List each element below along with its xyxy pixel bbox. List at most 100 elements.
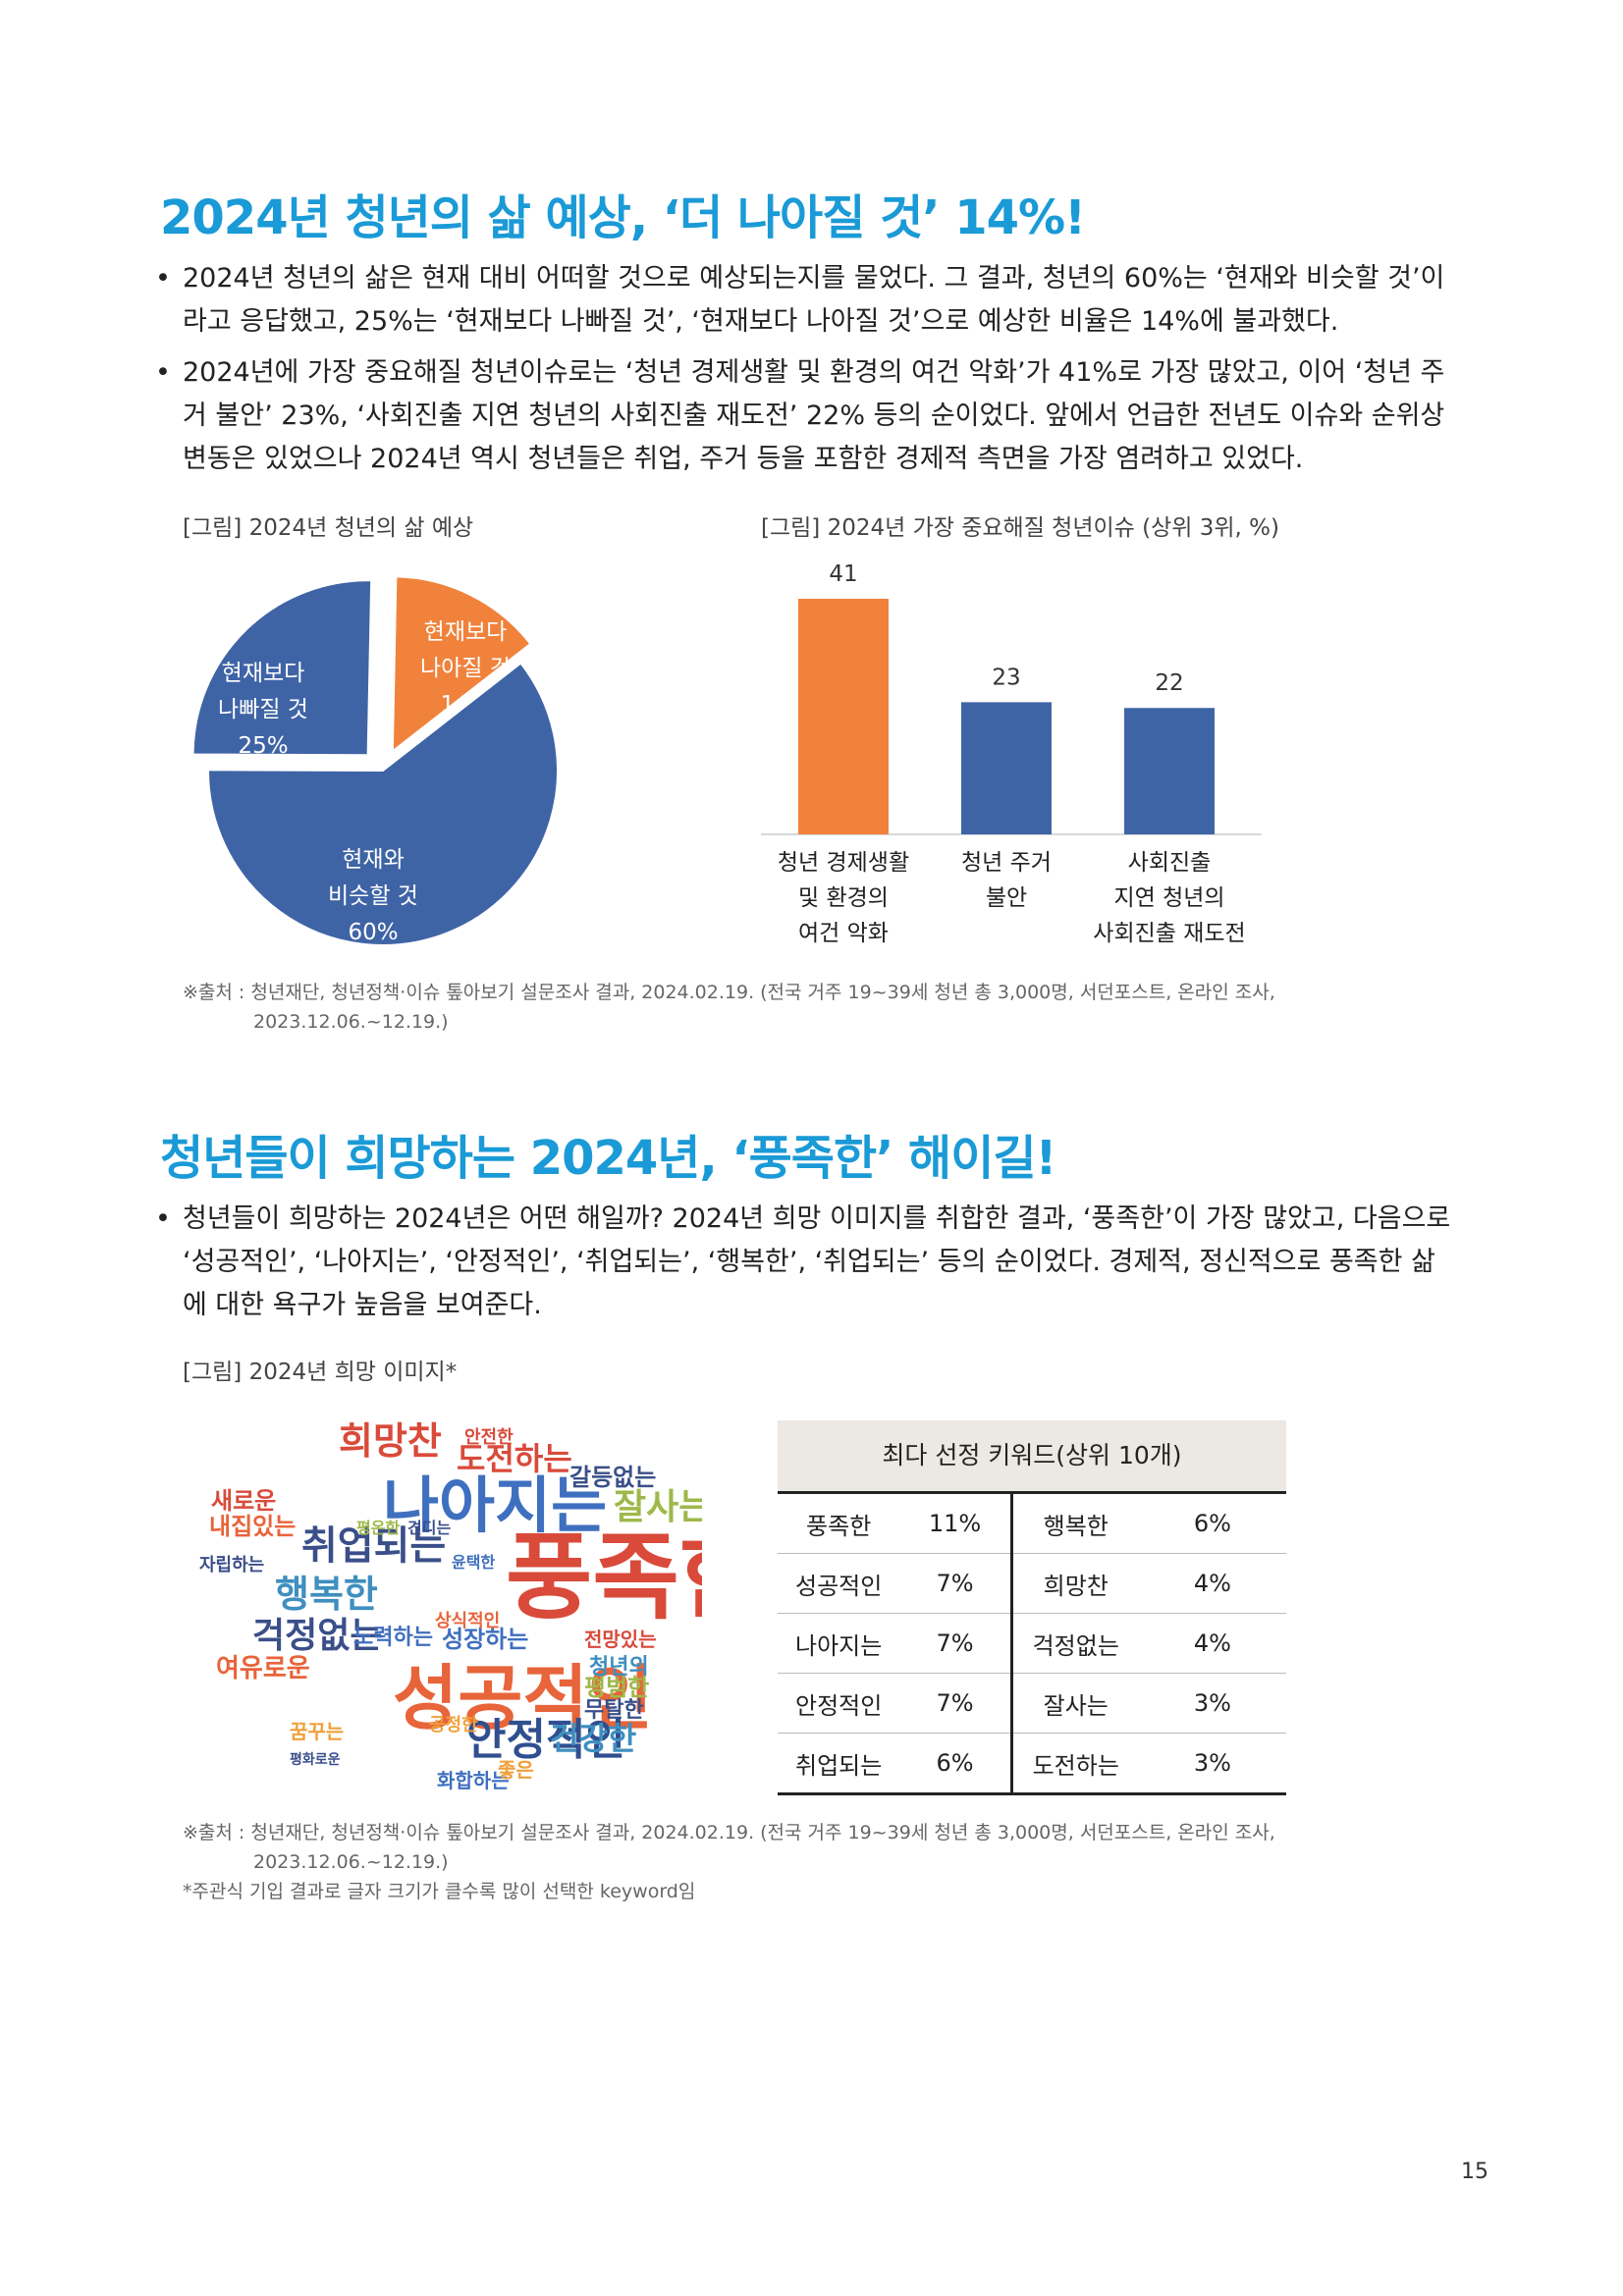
keyword-cell: 도전하는: [1011, 1733, 1139, 1795]
bullet-line: 라고 응답했고, 25%는 ‘현재보다 나빠질 것’, ‘현재보다 나아질 것’…: [183, 306, 1339, 337]
bar-category-label: 사회진출 재도전: [1093, 921, 1245, 946]
keyword-table-row: 안정적인 7% 잘사는 3%: [778, 1673, 1286, 1734]
bullet-line: 변동은 있었으나 2024년 역시 청년들은 취업, 주거 등을 포함한 경제적…: [183, 444, 1304, 474]
word-cloud-word: 좋은: [498, 1758, 534, 1782]
keyword-cell: 취업되는: [778, 1733, 900, 1795]
word-cloud-word: 풍족한: [506, 1522, 702, 1632]
word-cloud-word: 평온한: [356, 1519, 400, 1537]
section1-title: 2024년 청년의 삶 예상, ‘더 나아질 것’ 14%!: [160, 190, 1086, 245]
bullet-line: 청년들이 희망하는 2024년은 어떤 해일까? 2024년 희망 이미지를 취…: [183, 1203, 1451, 1234]
word-cloud-word: 전망있는: [584, 1628, 657, 1651]
word-cloud-word: 내집있는: [209, 1513, 296, 1540]
word-cloud-word: 걱정없는: [252, 1616, 382, 1656]
keyword-table-row: 성공적인 7% 희망찬 4%: [778, 1553, 1286, 1614]
keyword-table-body: 풍족한 11% 행복한 6% 성공적인 7% 희망찬 4% 나아지는 7% 걱정없는 4% 안정적인 7%…: [778, 1494, 1286, 1795]
word-cloud-word: 성공적인: [393, 1657, 653, 1739]
keyword-table-row: 나아지는 7% 걱정없는 4%: [778, 1613, 1286, 1674]
word-cloud-word: 자립하는: [199, 1555, 264, 1575]
bar-category-label: 여건 악화: [798, 921, 889, 946]
pie-slice: [391, 575, 532, 754]
word-cloud-word: 성장하는: [442, 1626, 528, 1653]
word-cloud-word: 견디는: [407, 1519, 451, 1537]
bar-category-label: 청년 주거: [961, 850, 1052, 876]
word-cloud-word: 희망찬: [339, 1419, 442, 1463]
bar-category-label: 지연 청년의: [1113, 885, 1224, 911]
word-cloud-word: 안전한: [464, 1427, 514, 1448]
page-number: 15: [1461, 2160, 1488, 2184]
pie-slice-label: 현재보다: [222, 661, 305, 686]
bar: [798, 599, 889, 834]
word-cloud-word: 상식적인: [435, 1611, 500, 1631]
pie-slice-label: 25%: [238, 733, 288, 759]
word-cloud-word: 화합하는: [437, 1769, 510, 1792]
pie-slice-label: 현재와: [342, 847, 404, 873]
word-cloud-word: 새로운: [211, 1487, 276, 1515]
word-cloud-word: 도전하는: [457, 1440, 572, 1477]
word-cloud-word: 청년의: [589, 1655, 649, 1680]
section2-bullet: • 청년들이 희망하는 2024년은 어떤 해일까? 2024년 희망 이미지를…: [155, 1198, 1498, 1327]
word-cloud-word: 취업되는: [301, 1523, 446, 1569]
bullet-line: 2024년에 가장 중요해질 청년이슈로는 ‘청년 경제생활 및 환경의 여건 …: [183, 357, 1445, 388]
pie-slice-label: 현재보다: [424, 619, 508, 645]
pie-slice-label: 나아질 것: [420, 656, 511, 681]
keyword-table-row: 취업되는 6% 도전하는 3%: [778, 1733, 1286, 1795]
keyword-cell: 행복한: [1011, 1494, 1139, 1554]
word-cloud-word: 행복한: [275, 1573, 378, 1616]
bar: [961, 702, 1052, 834]
word-cloud-word: 공정한: [429, 1715, 478, 1735]
word-cloud-word: 안정적인: [466, 1715, 625, 1765]
pie-slice: [191, 579, 373, 757]
word-cloud-word: 갈등없는: [569, 1464, 656, 1491]
percent-cell: 7%: [899, 1613, 1013, 1674]
keyword-cell: 안정적인: [778, 1673, 900, 1734]
keyword-table-header: 최다 선정 키워드(상위 10개): [778, 1420, 1286, 1494]
source-line: ※출처 : 청년재단, 청년정책·이슈 톺아보기 설문조사 결과, 2024.0…: [183, 1822, 1275, 1843]
bullet-line: 거 불안’ 23%, ‘사회진출 지연 청년의 사회진출 재도전’ 22% 등의…: [183, 400, 1445, 431]
word-cloud-word: 잘사는: [614, 1487, 702, 1527]
pie-slice-label: 비슷할 것: [328, 883, 418, 909]
percent-cell: 4%: [1138, 1553, 1286, 1614]
bullet-line: 2024년 청년의 삶은 현재 대비 어떠할 것으로 예상되는지를 물었다. 그…: [183, 263, 1445, 294]
section1-bullet-1: • 2024년 청년의 삶은 현재 대비 어떠할 것으로 예상되는지를 물었다.…: [155, 257, 1498, 344]
keyword-cell: 희망찬: [1011, 1553, 1139, 1614]
word-cloud-word: 평화로운: [290, 1751, 341, 1768]
bar-value-label: 41: [829, 561, 857, 587]
bar-category-label: 청년 경제생활: [778, 850, 909, 876]
bar-category-label: 및 환경의: [798, 885, 889, 911]
pie-slice: [206, 662, 559, 946]
bar-value-label: 23: [992, 665, 1020, 690]
source-line: *주관식 기입 결과로 글자 크기가 클수록 많이 선택한 keyword임: [183, 1881, 696, 1902]
keyword-cell: 풍족한: [778, 1494, 900, 1554]
keyword-cell: 성공적인: [778, 1553, 900, 1614]
wordcloud-caption: [그림] 2024년 희망 이미지*: [183, 1360, 458, 1385]
bullet-line: 에 대한 욕구가 높음을 보여준다.: [183, 1290, 542, 1320]
bar: [1124, 708, 1215, 834]
percent-cell: 6%: [1138, 1494, 1286, 1554]
bar-category-label: 불안: [986, 885, 1027, 911]
keyword-cell: 잘사는: [1011, 1673, 1139, 1734]
percent-cell: 7%: [899, 1553, 1013, 1614]
percent-cell: 3%: [1138, 1673, 1286, 1734]
word-cloud-word: 평범한: [584, 1674, 649, 1701]
word-cloud-word: 꿈꾸는: [290, 1720, 344, 1743]
source-line: 2023.12.06.~12.19.): [253, 1011, 449, 1033]
bar-category-label: 사회진출: [1128, 850, 1212, 876]
word-cloud-word: 무탈한: [584, 1698, 644, 1723]
source-line: 2023.12.06.~12.19.): [253, 1851, 449, 1873]
keyword-table-row: 풍족한 11% 행복한 6%: [778, 1494, 1286, 1554]
keyword-cell: 나아지는: [778, 1613, 900, 1674]
percent-cell: 6%: [899, 1733, 1013, 1795]
section2-title: 청년들이 희망하는 2024년, ‘풍족한’ 해이길!: [160, 1131, 1056, 1186]
percent-cell: 4%: [1138, 1613, 1286, 1674]
word-cloud-word: 노력하는: [353, 1626, 433, 1650]
word-cloud-word: 나아지는: [383, 1469, 607, 1541]
percent-cell: 11%: [899, 1494, 1013, 1554]
section2-source: ※출처 : 청년재단, 청년정책·이슈 톺아보기 설문조사 결과, 2024.0…: [183, 1818, 1508, 1906]
word-cloud-word: 여유로운: [216, 1654, 310, 1683]
percent-cell: 3%: [1138, 1733, 1286, 1795]
source-line: ※출처 : 청년재단, 청년정책·이슈 톺아보기 설문조사 결과, 2024.0…: [183, 982, 1275, 1003]
section1-bullet-2: • 2024년에 가장 중요해질 청년이슈로는 ‘청년 경제생활 및 환경의 여…: [155, 351, 1498, 481]
